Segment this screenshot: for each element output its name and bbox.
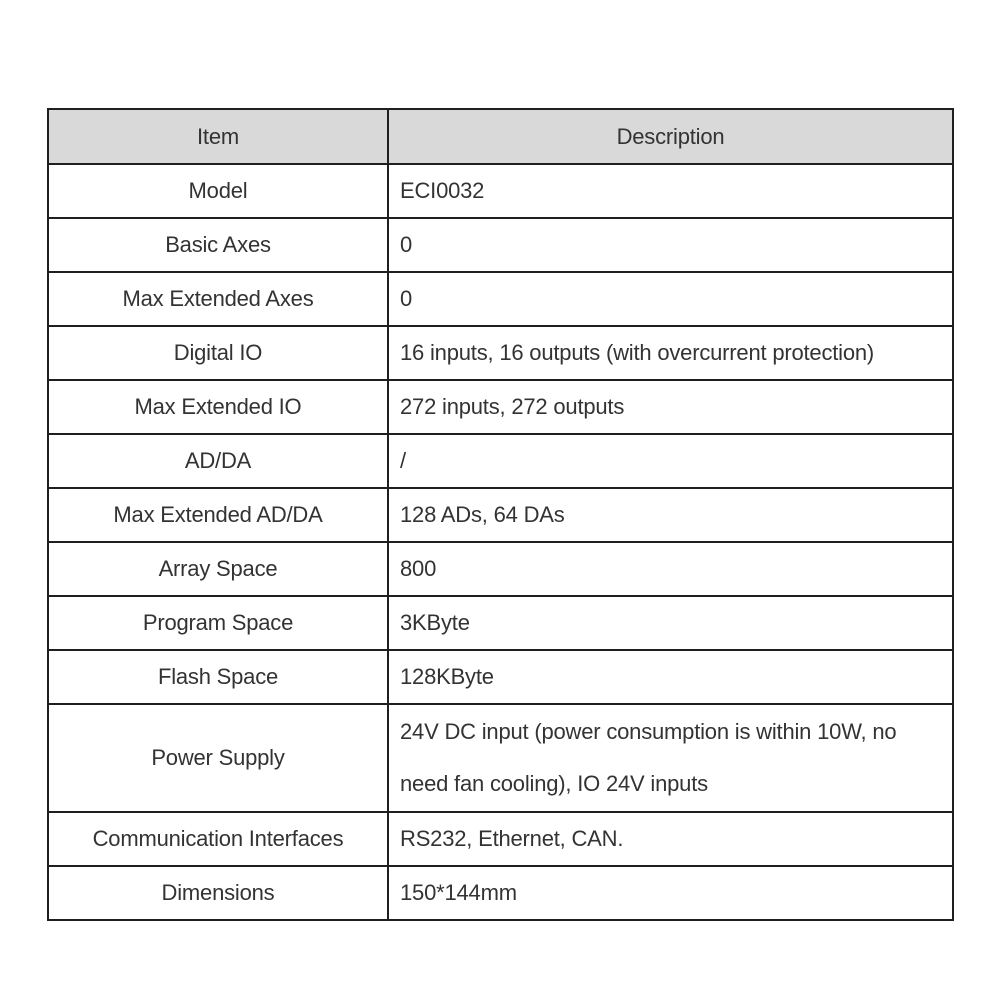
spec-item-cell: Digital IO bbox=[47, 325, 389, 381]
table-row: Power Supply 24V DC input (power consumpt… bbox=[47, 703, 954, 813]
spec-description-cell: 16 inputs, 16 outputs (with overcurrent … bbox=[387, 325, 954, 381]
spec-item-cell: Power Supply bbox=[47, 703, 389, 813]
column-header-description: Description bbox=[387, 108, 954, 165]
column-header-item: Item bbox=[47, 108, 389, 165]
table-row: Dimensions 150*144mm bbox=[47, 865, 954, 921]
spec-item-cell: Model bbox=[47, 163, 389, 219]
table-row: Program Space 3KByte bbox=[47, 595, 954, 651]
spec-description-cell: 0 bbox=[387, 271, 954, 327]
spec-description-cell: ECI0032 bbox=[387, 163, 954, 219]
spec-description-cell: 24V DC input (power consumption is withi… bbox=[387, 703, 954, 813]
spec-description-cell: 800 bbox=[387, 541, 954, 597]
spec-description-cell: 0 bbox=[387, 217, 954, 273]
spec-item-cell: Max Extended IO bbox=[47, 379, 389, 435]
spec-table-body: Model ECI0032 Basic Axes 0 Max Extended Axes… bbox=[47, 163, 954, 921]
table-row: Basic Axes 0 bbox=[47, 217, 954, 273]
table-row: Array Space 800 bbox=[47, 541, 954, 597]
spec-item-cell: Array Space bbox=[47, 541, 389, 597]
table-row: Model ECI0032 bbox=[47, 163, 954, 219]
spec-description-cell: 150*144mm bbox=[387, 865, 954, 921]
spec-table-header: Item Description bbox=[47, 108, 954, 165]
spec-item-cell: Basic Axes bbox=[47, 217, 389, 273]
spec-description-cell: 128KByte bbox=[387, 649, 954, 705]
spec-table: Item Description Model ECI0032 Basic Axes 0… bbox=[47, 108, 954, 921]
spec-item-cell: Program Space bbox=[47, 595, 389, 651]
spec-item-cell: Max Extended Axes bbox=[47, 271, 389, 327]
spec-item-cell: AD/DA bbox=[47, 433, 389, 489]
spec-item-cell: Dimensions bbox=[47, 865, 389, 921]
spec-description-cell: 128 ADs, 64 DAs bbox=[387, 487, 954, 543]
spec-table-container: Item Description Model ECI0032 Basic Axes 0… bbox=[47, 108, 954, 921]
spec-description-cell: 272 inputs, 272 outputs bbox=[387, 379, 954, 435]
spec-item-cell: Communication Interfaces bbox=[47, 811, 389, 867]
table-row: Max Extended AD/DA 128 ADs, 64 DAs bbox=[47, 487, 954, 543]
table-row: Max Extended IO 272 inputs, 272 outputs bbox=[47, 379, 954, 435]
table-row: Flash Space 128KByte bbox=[47, 649, 954, 705]
table-row: Max Extended Axes 0 bbox=[47, 271, 954, 327]
spec-item-cell: Max Extended AD/DA bbox=[47, 487, 389, 543]
spec-item-cell: Flash Space bbox=[47, 649, 389, 705]
spec-description-cell: 3KByte bbox=[387, 595, 954, 651]
spec-description-cell: / bbox=[387, 433, 954, 489]
table-row: AD/DA / bbox=[47, 433, 954, 489]
table-row: Communication Interfaces RS232, Ethernet,… bbox=[47, 811, 954, 867]
header-row: Item Description bbox=[47, 108, 954, 165]
table-row: Digital IO 16 inputs, 16 outputs (with ov… bbox=[47, 325, 954, 381]
spec-description-cell: RS232, Ethernet, CAN. bbox=[387, 811, 954, 867]
